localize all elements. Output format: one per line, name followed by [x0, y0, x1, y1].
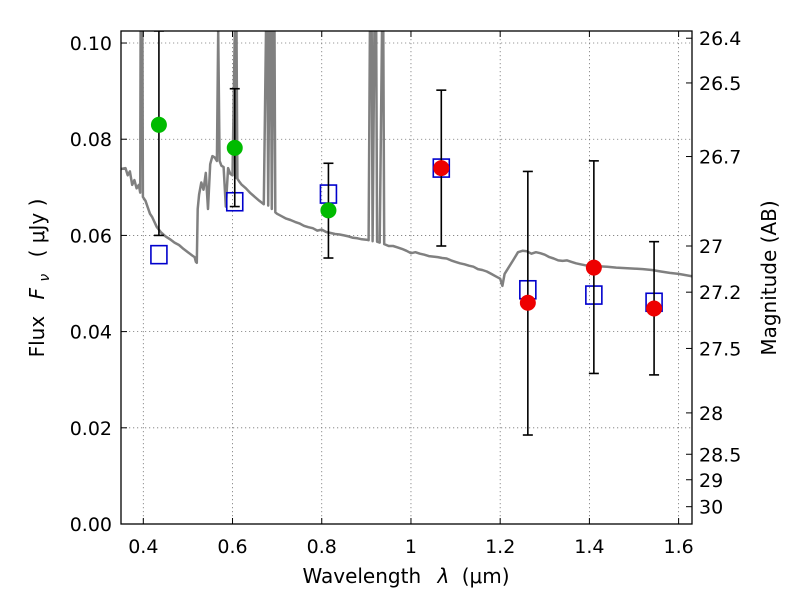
- y-tick-label: 0.06: [70, 225, 112, 247]
- y-axis-label: Flux F ν ( μJy ): [25, 199, 54, 358]
- y-tick-label: 0.02: [70, 418, 112, 440]
- y2-tick-label: 27.2: [699, 282, 741, 304]
- y-axis-label-symbol: F: [25, 287, 49, 299]
- y2-tick-label: 29: [699, 470, 723, 492]
- y2-tick-label: 28: [699, 403, 723, 425]
- observed-flux-point: [519, 294, 536, 311]
- x-tick-label: 1.2: [485, 536, 515, 558]
- y2-tick-label: 27.5: [699, 338, 741, 360]
- y-tick-label: 0.04: [70, 322, 112, 344]
- plot-frame: [120, 30, 693, 525]
- x-tick-label: 1.6: [664, 536, 694, 558]
- x-axis-label-symbol: λ: [437, 564, 450, 588]
- y-tick-label: 0.10: [70, 33, 112, 55]
- y-tick-label: 0.00: [70, 514, 112, 536]
- observed-flux-point: [320, 202, 337, 219]
- y2-tick-label: 26.7: [699, 147, 741, 169]
- y-axis-label-text: Flux: [25, 316, 49, 358]
- plot-area: [121, 31, 692, 436]
- x-axis-label-unit: (μm): [462, 564, 510, 588]
- y-axis-label-unit: ( μJy ): [25, 199, 49, 258]
- observed-flux-point: [585, 259, 602, 276]
- x-tick-label: 0.6: [217, 536, 247, 558]
- x-axis-label-text: Wavelength: [302, 564, 421, 588]
- y-axis-label-subscript: ν: [37, 274, 53, 282]
- y2-tick-label: 28.5: [699, 444, 741, 466]
- y2-axis-label: Magnitude (AB): [757, 200, 781, 355]
- axis-ticks: 0.4 0.6 0.8 1 1.2 1.4 1.6 0.00 0.02 0.04 0.06 0.08 0…: [70, 28, 742, 558]
- x-axis-label: Wavelength λ (μm): [302, 564, 509, 588]
- observed-flux-point: [433, 160, 450, 177]
- y2-tick-label: 26.4: [699, 28, 741, 50]
- x-tick-label: 1: [405, 536, 417, 558]
- observed-flux-point: [150, 116, 167, 133]
- x-tick-label: 0.4: [128, 536, 158, 558]
- y2-tick-label: 30: [699, 497, 723, 519]
- observed-flux-point: [226, 139, 243, 156]
- y2-tick-label: 26.5: [699, 73, 741, 95]
- x-tick-label: 0.8: [307, 536, 337, 558]
- y-tick-label: 0.08: [70, 129, 112, 151]
- y2-tick-label: 27: [699, 236, 723, 258]
- observed-flux-point: [646, 300, 663, 317]
- x-tick-label: 1.4: [574, 536, 604, 558]
- model-photometry-box: [150, 244, 168, 265]
